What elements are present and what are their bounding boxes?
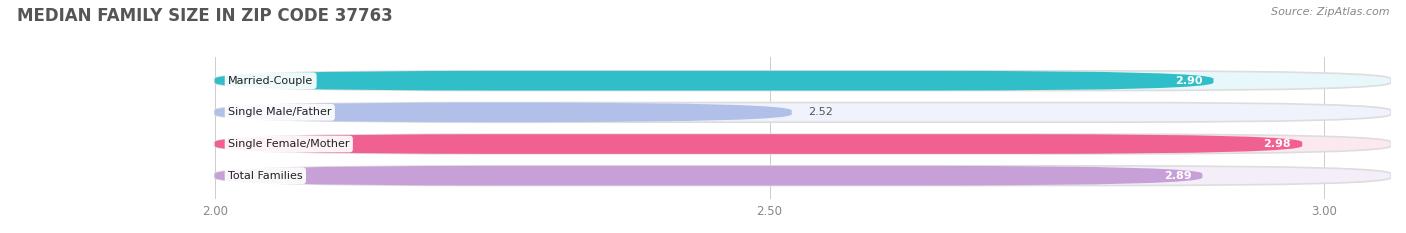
Text: Source: ZipAtlas.com: Source: ZipAtlas.com [1271,7,1389,17]
FancyBboxPatch shape [215,166,1391,185]
FancyBboxPatch shape [215,166,1202,185]
Text: Married-Couple: Married-Couple [228,76,314,86]
Text: Single Male/Father: Single Male/Father [228,107,332,117]
Text: 2.98: 2.98 [1264,139,1291,149]
FancyBboxPatch shape [215,71,1391,90]
FancyBboxPatch shape [215,103,1391,122]
Text: 2.52: 2.52 [808,107,834,117]
Text: 2.90: 2.90 [1175,76,1202,86]
Text: Total Families: Total Families [228,171,302,181]
FancyBboxPatch shape [215,71,1213,90]
FancyBboxPatch shape [215,134,1302,154]
FancyBboxPatch shape [215,134,1391,154]
Text: 2.89: 2.89 [1164,171,1191,181]
Text: Single Female/Mother: Single Female/Mother [228,139,350,149]
Text: MEDIAN FAMILY SIZE IN ZIP CODE 37763: MEDIAN FAMILY SIZE IN ZIP CODE 37763 [17,7,392,25]
FancyBboxPatch shape [215,103,792,122]
